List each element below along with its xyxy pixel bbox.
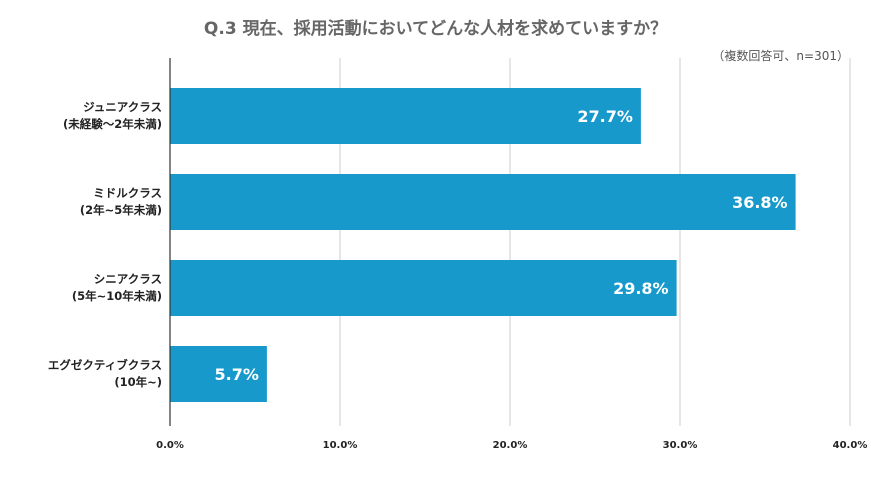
data-label: 36.8% <box>732 193 788 212</box>
bar <box>170 346 267 402</box>
x-tick-label: 30.0% <box>663 440 698 451</box>
tick-labels: 0.0% 10.0% 20.0% 30.0% 40.0% <box>156 440 867 451</box>
category-label: ミドルクラス (2年~5年未満) <box>0 185 162 219</box>
x-tick-label: 0.0% <box>156 440 184 451</box>
category-label-line1: ジュニアクラス <box>83 100 162 114</box>
data-label: 29.8% <box>613 279 669 298</box>
bar <box>170 260 677 316</box>
x-tick-label: 20.0% <box>493 440 528 451</box>
category-label: シニアクラス (5年~10年未満) <box>0 271 162 305</box>
category-label: ジュニアクラス (未経験〜2年未満) <box>0 99 162 133</box>
chart-title: Q.3 現在、採用活動においてどんな人材を求めていますか？ <box>203 19 668 39</box>
data-label: 27.7% <box>577 107 633 126</box>
bars <box>170 88 796 402</box>
bar <box>170 88 641 144</box>
x-tick-label: 10.0% <box>323 440 358 451</box>
category-label-line2: (未経験〜2年未満) <box>62 117 162 131</box>
category-label-line2: (2年~5年未満) <box>79 203 162 217</box>
category-label-line1: エグゼクティブクラス <box>47 358 162 372</box>
x-tick-label: 40.0% <box>833 440 868 451</box>
chart-note: （複数回答可、n=301） <box>712 49 849 63</box>
category-label: エグゼクティブクラス (10年~) <box>0 357 162 391</box>
category-label-line1: ミドルクラス <box>93 186 162 200</box>
data-label: 5.7% <box>215 365 259 384</box>
category-label-line2: (10年~) <box>114 375 162 389</box>
bar <box>170 174 796 230</box>
data-labels: 27.7% 36.8% 29.8% 5.7% <box>215 107 788 384</box>
category-label-line2: (5年~10年未満) <box>71 289 162 303</box>
category-label-line1: シニアクラス <box>93 272 162 286</box>
